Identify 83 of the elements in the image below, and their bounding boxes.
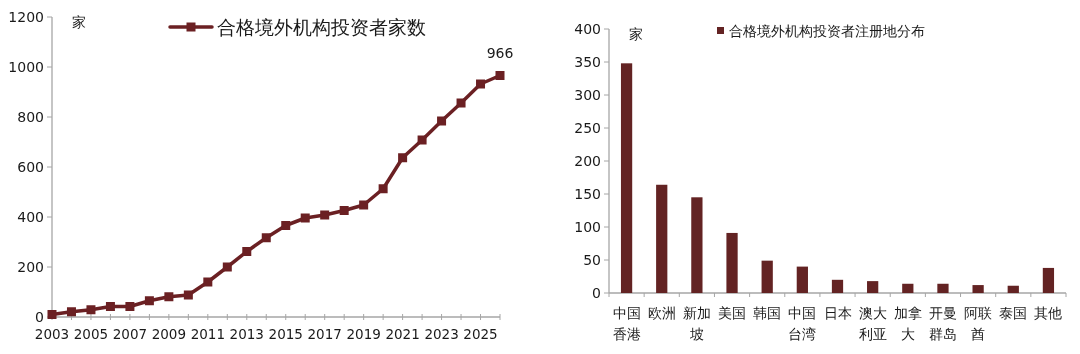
- x-tick-label: 泰国: [999, 305, 1028, 321]
- bar: [1007, 285, 1019, 293]
- point: [183, 290, 193, 300]
- point: [378, 184, 388, 194]
- point: [495, 71, 505, 80]
- y-tick-label: 1000: [8, 59, 44, 75]
- point: [86, 305, 96, 315]
- legend: 合格境外机构投资者家数: [168, 16, 426, 38]
- bar: [972, 285, 984, 293]
- y-tick-label: 50: [583, 252, 601, 268]
- point: [281, 221, 291, 230]
- bar: [761, 260, 773, 293]
- x-tick-label: 澳大利亚: [858, 305, 887, 342]
- point: [222, 262, 232, 272]
- bar: [656, 184, 668, 293]
- point: [359, 200, 369, 210]
- bar: [937, 283, 949, 293]
- legend-label: 合格境外机构投资者家数: [217, 16, 426, 38]
- x-tick-label: 阿联酋: [964, 305, 993, 342]
- x-tick-label: 加拿大: [893, 305, 922, 342]
- x-tick-label: 新加坡: [682, 305, 711, 342]
- x-tick-label: 开曼群岛: [928, 305, 957, 342]
- point: [66, 307, 76, 317]
- bar: [691, 197, 703, 293]
- point: [242, 247, 252, 256]
- x-tick-label: 美国: [718, 305, 747, 321]
- y-tick-label: 400: [17, 209, 44, 225]
- point: [398, 153, 408, 163]
- x-tick-label: 2003: [34, 326, 70, 342]
- x-tick-label: 中国台湾: [788, 305, 817, 342]
- point: [261, 233, 271, 243]
- bar: [726, 232, 738, 293]
- y-tick-label: 350: [574, 54, 601, 70]
- y-tick-label: 0: [592, 285, 601, 301]
- data-label: 966: [486, 44, 514, 61]
- bar: [902, 283, 914, 293]
- x-tick-label: 2015: [268, 326, 303, 342]
- point: [164, 292, 174, 302]
- point: [437, 116, 447, 126]
- x-tick-label: 欧洲: [647, 305, 676, 321]
- x-tick-label: 2023: [424, 326, 459, 342]
- y-tick-label: 100: [574, 219, 601, 235]
- y-axis-title: 家: [72, 14, 86, 30]
- x-tick-label: 2009: [151, 326, 187, 342]
- point: [144, 296, 154, 306]
- x-tick-label: 日本: [823, 305, 852, 321]
- y-axis-title: 家: [629, 26, 643, 42]
- bar: [1042, 267, 1055, 293]
- point: [456, 98, 466, 108]
- x-tick-label: 韩国: [753, 305, 782, 321]
- y-tick-label: 150: [574, 186, 601, 202]
- point: [339, 206, 349, 215]
- bar: [620, 63, 633, 293]
- point: [320, 210, 330, 220]
- legend: 合格境外机构投资者注册地分布: [717, 23, 925, 39]
- bar: [831, 279, 844, 293]
- x-tick-label: 其他: [1034, 305, 1063, 321]
- y-tick-label: 250: [574, 120, 601, 136]
- y-tick-label: 200: [574, 153, 601, 169]
- y-tick-label: 600: [17, 159, 44, 175]
- y-tick-label: 400: [574, 21, 601, 37]
- x-tick-label: 2013: [229, 326, 264, 342]
- point: [300, 213, 310, 223]
- x-tick-label: 2011: [190, 326, 226, 342]
- y-tick-label: 300: [574, 87, 601, 103]
- y-tick-label: 200: [17, 259, 44, 275]
- x-tick-label: 2017: [307, 326, 342, 342]
- point: [203, 277, 213, 287]
- x-tick-label: 2019: [346, 326, 381, 342]
- bar: [867, 281, 879, 293]
- x-tick-label: 2007: [112, 326, 148, 342]
- y-tick-label: 800: [17, 109, 44, 125]
- x-tick-label: 2025: [463, 326, 498, 342]
- x-tick-label: 2021: [385, 326, 420, 342]
- bar: [796, 266, 808, 293]
- x-tick-label: 中国香港: [612, 305, 641, 342]
- y-tick-label: 1200: [8, 9, 44, 25]
- point: [105, 302, 115, 311]
- point: [476, 79, 486, 89]
- point: [125, 302, 135, 311]
- point: [417, 135, 427, 145]
- x-tick-label: 2005: [73, 326, 109, 342]
- y-tick-label: 0: [35, 309, 44, 325]
